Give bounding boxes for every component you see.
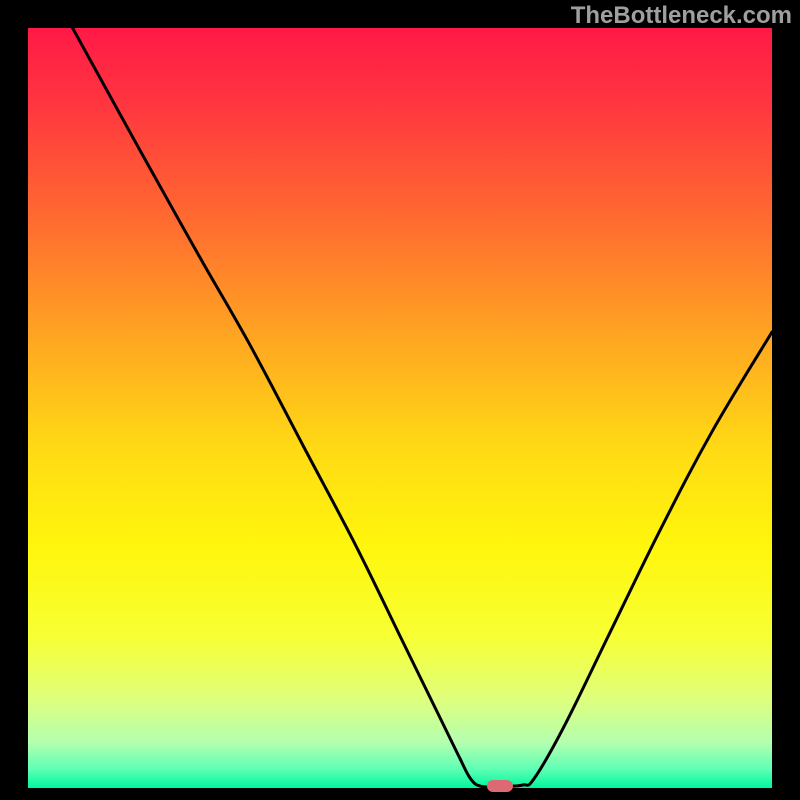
curve-svg [28, 28, 772, 788]
chart-container: TheBottleneck.com [0, 0, 800, 800]
plot-area [28, 28, 772, 788]
min-marker [487, 780, 513, 792]
bottleneck-curve [73, 28, 772, 787]
watermark-text: TheBottleneck.com [571, 2, 792, 30]
